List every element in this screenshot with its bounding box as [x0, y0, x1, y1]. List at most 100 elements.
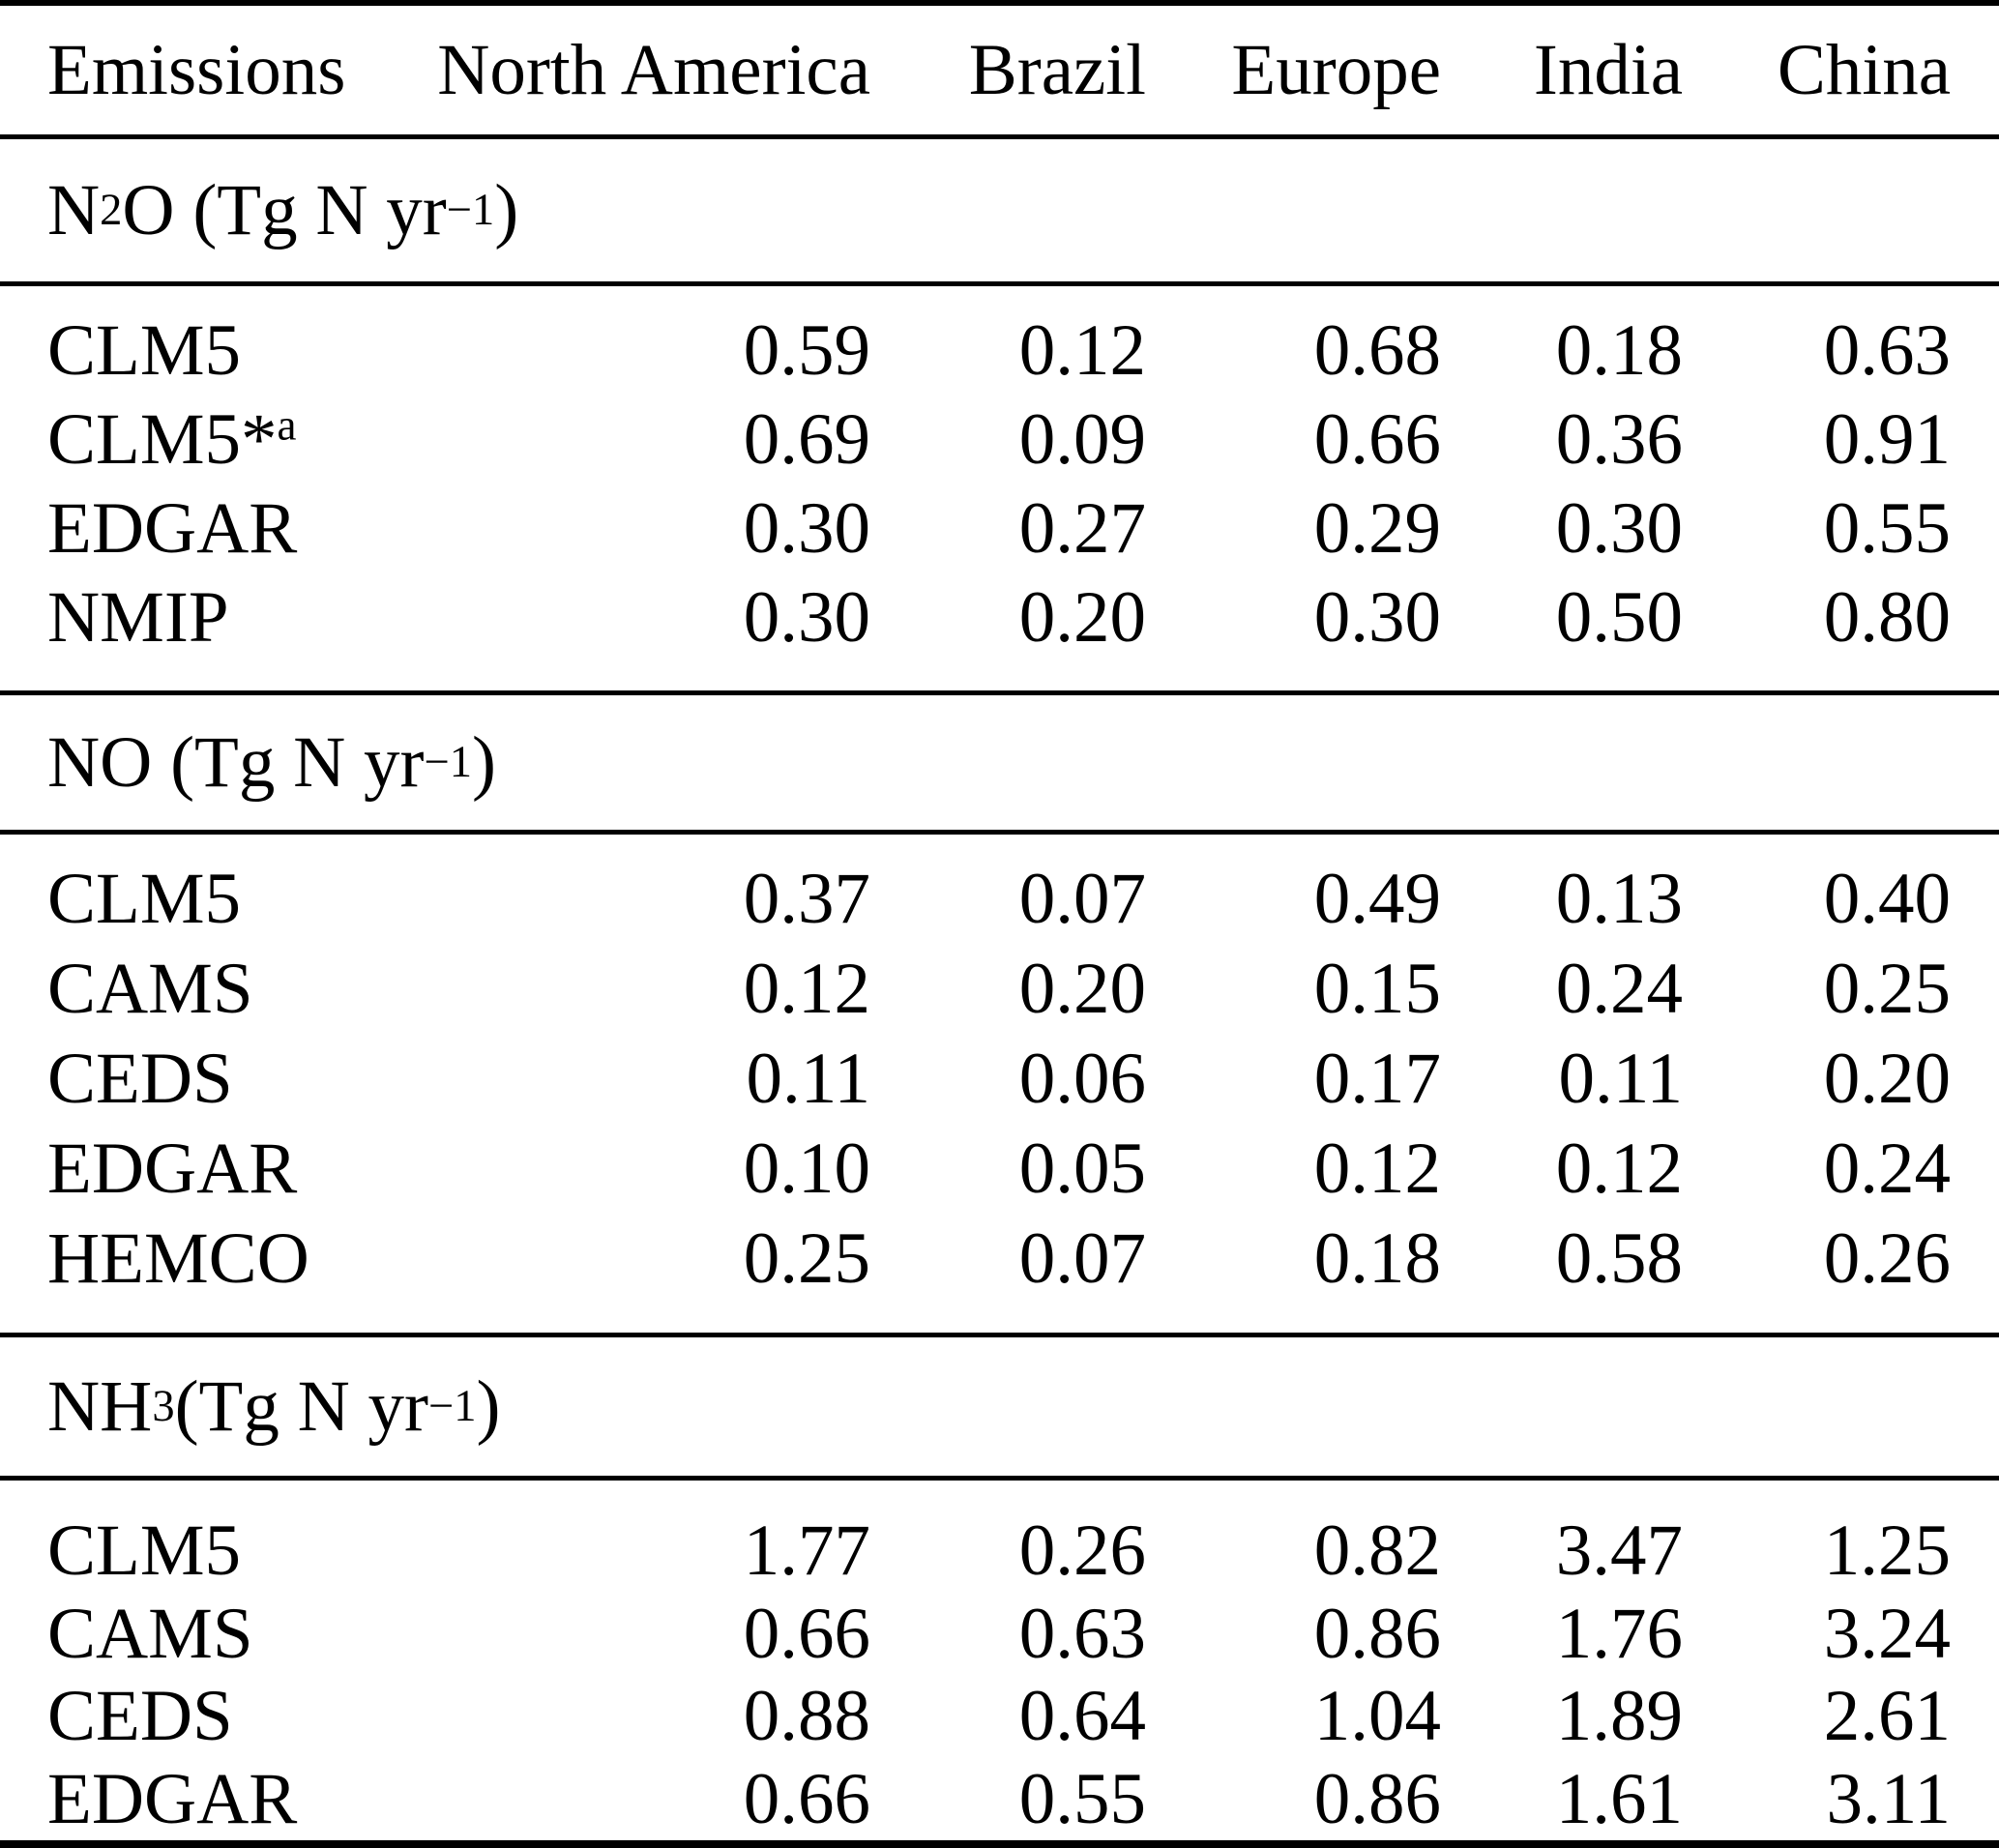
- row-label-text: CEDS: [47, 1039, 233, 1119]
- table-row: CLM5 0.59 0.12 0.68 0.18 0.63: [0, 306, 1999, 395]
- row-label-edgar: EDGAR: [47, 1132, 434, 1205]
- section-title-close: ): [476, 1366, 501, 1447]
- value-china: 1.25: [1823, 1511, 1951, 1592]
- row-label-ceds: CEDS: [47, 1680, 434, 1752]
- value-brazil: 0.63: [1018, 1593, 1146, 1674]
- table-row: EDGAR 0.10 0.05 0.12 0.12 0.24: [0, 1124, 1999, 1214]
- table-header-row: Emissions North America Brazil Europe In…: [0, 6, 1999, 134]
- column-header-north-america: North America: [437, 30, 870, 110]
- value-china: 0.55: [1823, 487, 1951, 569]
- section-divider-rule: [0, 1476, 1999, 1481]
- value-europe: 0.29: [1313, 487, 1441, 569]
- section-n2o-rows: CLM5 0.59 0.12 0.68 0.18 0.63 CLM5*a 0.6…: [0, 286, 1999, 690]
- value-north-america: 0.25: [743, 1218, 870, 1299]
- value-india: 0.18: [1555, 309, 1683, 391]
- row-label-text: CEDS: [47, 1676, 233, 1757]
- value-india: 0.24: [1555, 949, 1683, 1029]
- section-title-no: NO (Tg N yr −1): [47, 722, 496, 803]
- section-nh3-rows: CLM5 1.77 0.26 0.82 3.47 1.25 CAMS 0.66 …: [0, 1481, 1999, 1840]
- value-europe: 0.17: [1313, 1039, 1441, 1119]
- value-brazil: 0.07: [1018, 1218, 1146, 1299]
- row-label-clm5-star: CLM5*a: [47, 399, 434, 475]
- value-brazil: 0.06: [1018, 1039, 1146, 1119]
- row-label-text: NMIP: [47, 576, 229, 658]
- value-north-america: 0.12: [743, 949, 870, 1029]
- value-china: 0.40: [1823, 859, 1951, 939]
- row-label-cams: CAMS: [47, 1598, 434, 1670]
- row-label-hemco: HEMCO: [47, 1222, 434, 1295]
- section-divider-rule: [0, 1333, 1999, 1337]
- row-label-clm5: CLM5: [47, 863, 434, 935]
- section-divider-rule: [0, 830, 1999, 835]
- table-row: EDGAR 0.30 0.27 0.29 0.30 0.55: [0, 484, 1999, 572]
- value-india: 0.12: [1555, 1129, 1683, 1209]
- section-title-text: NO (Tg N yr: [47, 722, 425, 803]
- table-row: HEMCO 0.25 0.07 0.18 0.58 0.26: [0, 1214, 1999, 1304]
- value-europe: 1.04: [1313, 1676, 1441, 1757]
- row-label-ceds: CEDS: [47, 1042, 434, 1115]
- section-divider-rule: [0, 690, 1999, 695]
- row-label-text: CLM5*: [47, 398, 278, 480]
- row-label-text: CAMS: [47, 1593, 253, 1674]
- value-europe: 0.66: [1313, 398, 1441, 480]
- row-label-nmip: NMIP: [47, 581, 434, 654]
- value-india: 0.36: [1555, 398, 1683, 480]
- row-label-text: CLM5: [47, 1511, 242, 1592]
- section-unit-text: (Tg N yr: [174, 1366, 429, 1447]
- value-india: 1.61: [1555, 1758, 1683, 1839]
- value-china: 3.24: [1823, 1593, 1951, 1674]
- value-brazil: 0.07: [1018, 859, 1146, 939]
- value-europe: 0.49: [1313, 859, 1441, 939]
- row-label-text: CLM5: [47, 859, 242, 939]
- column-header-india: India: [1533, 30, 1683, 110]
- value-china: 0.63: [1823, 309, 1951, 391]
- value-india: 0.50: [1555, 576, 1683, 658]
- value-brazil: 0.26: [1018, 1511, 1146, 1592]
- value-north-america: 0.88: [743, 1676, 870, 1757]
- footnote-marker-a: a: [277, 399, 297, 449]
- value-north-america: 0.30: [743, 487, 870, 569]
- value-europe: 0.18: [1313, 1218, 1441, 1299]
- value-europe: 0.68: [1313, 309, 1441, 391]
- value-china: 3.11: [1826, 1758, 1951, 1839]
- row-label-clm5: CLM5: [47, 1514, 434, 1587]
- value-brazil: 0.12: [1018, 309, 1146, 391]
- table-row: CLM5*a 0.69 0.09 0.66 0.36 0.91: [0, 395, 1999, 484]
- section-title-nh3: NH 3 (Tg N yr −1): [47, 1366, 501, 1447]
- section-title-text: NH: [47, 1366, 153, 1447]
- section-title-close: ): [472, 722, 496, 803]
- table-row: CAMS 0.66 0.63 0.86 1.76 3.24: [0, 1593, 1999, 1676]
- value-north-america: 0.11: [746, 1039, 870, 1119]
- value-china: 2.61: [1823, 1676, 1951, 1757]
- value-india: 0.13: [1555, 859, 1683, 939]
- value-brazil: 0.20: [1018, 949, 1146, 1029]
- value-brazil: 0.55: [1018, 1758, 1146, 1839]
- value-china: 0.91: [1823, 398, 1951, 480]
- row-label-text: EDGAR: [47, 1758, 298, 1839]
- value-india: 1.89: [1555, 1676, 1683, 1757]
- row-label-edgar: EDGAR: [47, 492, 434, 565]
- section-divider-rule: [0, 281, 1999, 286]
- table-row: EDGAR 0.66 0.55 0.86 1.61 3.11: [0, 1758, 1999, 1841]
- table-row: CEDS 0.11 0.06 0.17 0.11 0.20: [0, 1034, 1999, 1124]
- value-india: 0.30: [1555, 487, 1683, 569]
- value-north-america: 0.30: [743, 576, 870, 658]
- value-north-america: 0.66: [743, 1593, 870, 1674]
- value-europe: 0.30: [1313, 576, 1441, 658]
- value-china: 0.24: [1823, 1129, 1951, 1209]
- section-title-close: ): [494, 170, 519, 250]
- row-label-edgar: EDGAR: [47, 1763, 434, 1835]
- value-europe: 0.86: [1313, 1758, 1441, 1839]
- table-row: CEDS 0.88 0.64 1.04 1.89 2.61: [0, 1675, 1999, 1758]
- row-label-text: EDGAR: [47, 1129, 298, 1209]
- value-brazil: 0.09: [1018, 398, 1146, 480]
- column-header-china: China: [1777, 30, 1951, 110]
- value-brazil: 0.64: [1018, 1676, 1146, 1757]
- value-brazil: 0.27: [1018, 487, 1146, 569]
- value-europe: 0.86: [1313, 1593, 1441, 1674]
- row-label-cams: CAMS: [47, 953, 434, 1025]
- table-row: CLM5 1.77 0.26 0.82 3.47 1.25: [0, 1510, 1999, 1593]
- value-brazil: 0.05: [1018, 1129, 1146, 1209]
- value-india: 1.76: [1555, 1593, 1683, 1674]
